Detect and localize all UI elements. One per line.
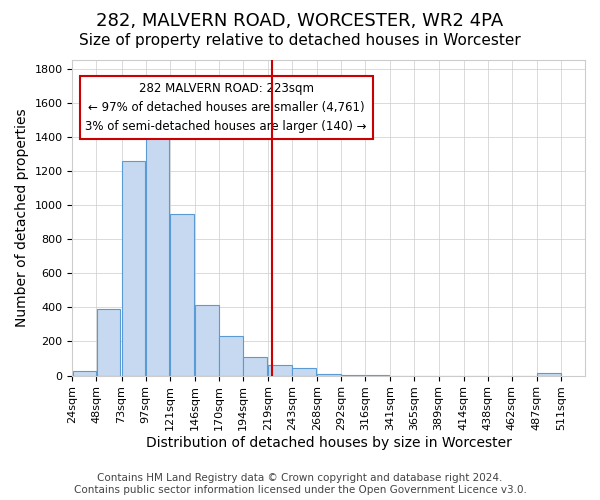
- Bar: [219, 336, 242, 376]
- Bar: [268, 364, 292, 376]
- X-axis label: Distribution of detached houses by size in Worcester: Distribution of detached houses by size …: [146, 436, 512, 450]
- Text: Size of property relative to detached houses in Worcester: Size of property relative to detached ho…: [79, 32, 521, 48]
- Bar: [292, 368, 316, 376]
- Bar: [243, 357, 267, 376]
- Bar: [341, 374, 365, 376]
- Bar: [146, 138, 169, 376]
- Bar: [97, 309, 121, 376]
- Bar: [170, 214, 194, 376]
- Text: 282, MALVERN ROAD, WORCESTER, WR2 4PA: 282, MALVERN ROAD, WORCESTER, WR2 4PA: [97, 12, 503, 30]
- Bar: [537, 373, 560, 376]
- Y-axis label: Number of detached properties: Number of detached properties: [15, 108, 29, 327]
- Text: Contains HM Land Registry data © Crown copyright and database right 2024.
Contai: Contains HM Land Registry data © Crown c…: [74, 474, 526, 495]
- Bar: [365, 374, 389, 376]
- Bar: [317, 374, 341, 376]
- Bar: [73, 372, 96, 376]
- Bar: [195, 305, 218, 376]
- Text: 282 MALVERN ROAD: 223sqm
← 97% of detached houses are smaller (4,761)
3% of semi: 282 MALVERN ROAD: 223sqm ← 97% of detach…: [85, 82, 367, 133]
- Bar: [122, 160, 145, 376]
